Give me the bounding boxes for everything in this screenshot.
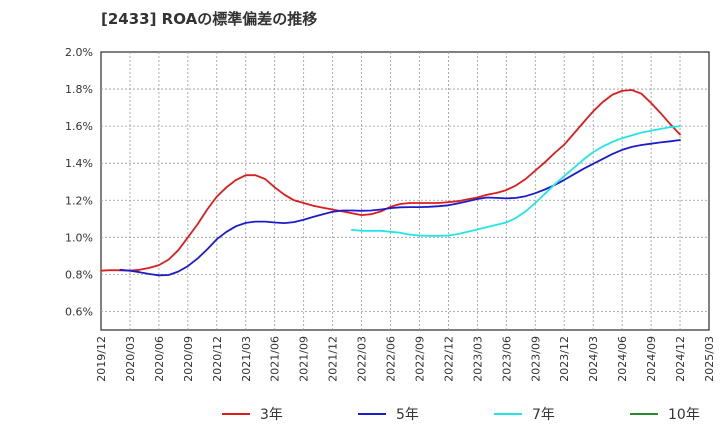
- x-tick-label: 2024/09: [645, 336, 658, 382]
- x-tick-label: 2023/12: [558, 336, 571, 382]
- x-tick-label: 2020/03: [124, 336, 137, 382]
- x-tick-label: 2023/09: [529, 336, 542, 382]
- chart-title: [2433] ROAの標準偏差の推移: [101, 10, 318, 28]
- x-tick-label: 2022/09: [413, 336, 426, 382]
- x-tick-label: 2022/06: [385, 336, 398, 382]
- series-lines: [100, 89, 681, 277]
- x-tick-label: 2024/12: [674, 336, 687, 382]
- legend: 3年 5年 7年 10年: [222, 407, 700, 423]
- x-tick-label: 2019/12: [95, 336, 108, 382]
- y-tick-label: 1.4%: [65, 157, 93, 170]
- x-tick-label: 2022/03: [356, 336, 369, 382]
- y-tick-label: 1.2%: [65, 194, 93, 207]
- x-tick-label: 2024/03: [587, 336, 600, 382]
- series-line-3: [350, 125, 681, 237]
- x-tick-label: 2025/03: [703, 336, 716, 382]
- x-tick-label: 2020/09: [182, 336, 195, 382]
- plot-area: [100, 51, 710, 331]
- x-tick-label: 2023/06: [500, 336, 513, 382]
- y-tick-label: 1.8%: [65, 83, 93, 96]
- y-tick-label: 2.0%: [65, 46, 93, 59]
- x-tick-label: 2023/03: [471, 336, 484, 382]
- legend-label: 3年: [260, 407, 283, 423]
- x-tick-label: 2024/06: [616, 336, 629, 382]
- x-tick-label: 2022/12: [442, 336, 455, 382]
- x-tick-label: 2021/12: [327, 336, 340, 382]
- y-tick-label: 1.6%: [65, 120, 93, 133]
- y-tick-label: 0.6%: [65, 305, 93, 318]
- series-line-1: [100, 89, 681, 272]
- x-axis-ticks: 2019/12 2020/03 2020/06 2020/09 2020/12 2021/…: [95, 336, 716, 382]
- y-axis-ticks: 0.6% 0.8% 1.0% 1.2% 1.4% 1.6% 1.8% 2.0%: [65, 46, 93, 318]
- series-line-2: [119, 139, 681, 277]
- grid-lines: [101, 52, 709, 330]
- y-tick-label: 1.0%: [65, 231, 93, 244]
- legend-label: 5年: [396, 407, 419, 423]
- y-tick-label: 0.8%: [65, 268, 93, 281]
- x-tick-label: 2021/09: [298, 336, 311, 382]
- x-tick-label: 2020/06: [153, 336, 166, 382]
- legend-label: 10年: [668, 407, 700, 423]
- x-tick-label: 2020/12: [211, 336, 224, 382]
- x-tick-label: 2021/06: [269, 336, 282, 382]
- legend-label: 7年: [532, 407, 555, 423]
- x-tick-label: 2021/03: [240, 336, 253, 382]
